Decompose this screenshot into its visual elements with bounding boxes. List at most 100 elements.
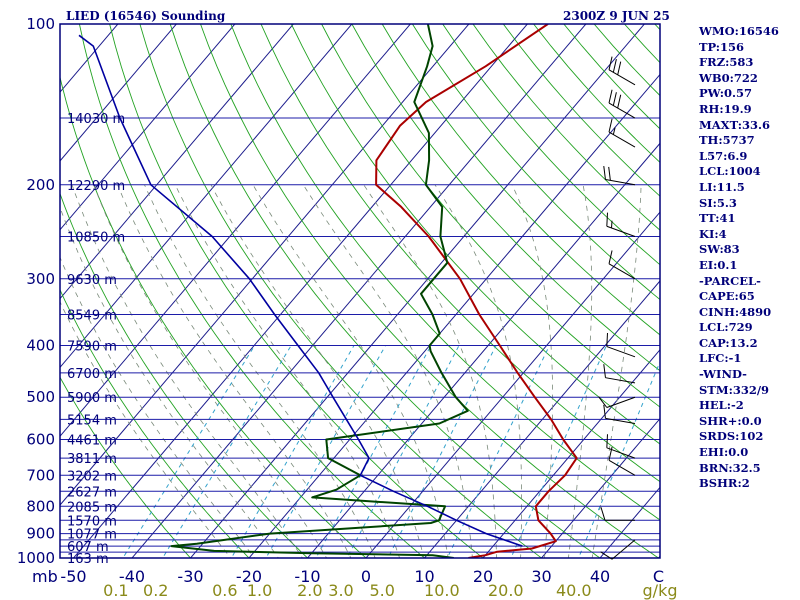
height-label: 163 m (67, 552, 109, 567)
index-item: SHR+:0.0 (699, 413, 762, 428)
isotherm-line (72, 24, 529, 558)
valid-time: 2300Z 9 JUN 25 (563, 9, 670, 23)
isotherm-line (60, 24, 236, 231)
wind-barb (608, 56, 636, 86)
moist-adiabat-line (144, 184, 376, 558)
wind-barb (603, 364, 636, 384)
wind-barb (608, 250, 636, 280)
temperature-tick-label: -40 (119, 567, 145, 586)
index-item: TH:5737 (699, 133, 755, 148)
moist-adiabat-line (210, 184, 425, 558)
dry-adiabat-line (230, 24, 660, 521)
pressure-tick-label: 500 (26, 388, 55, 406)
pressure-tick-label: 800 (26, 497, 55, 515)
isotherm-line (60, 24, 412, 438)
mixing-ratio-line (315, 345, 432, 558)
pressure-tick-label: 1000 (17, 549, 55, 567)
parcel-profile (78, 34, 523, 547)
isotherm-line (482, 348, 660, 558)
wind-barb (608, 446, 636, 476)
isotherm-line (540, 417, 660, 558)
height-label: 3811 m (67, 452, 117, 467)
height-label: 3202 m (67, 469, 117, 484)
index-item: KI:4 (699, 226, 727, 241)
mixing-ratio-tick-label: 3.0 (328, 581, 353, 600)
wind-barb (608, 118, 636, 148)
mixing-ratio-tick-label: 10.0 (424, 581, 460, 600)
index-item: WMO:16546 (699, 24, 779, 38)
mixing-ratio-tick-label: 2.0 (297, 581, 322, 600)
wind-barb (603, 404, 636, 425)
height-label: 4461 m (67, 434, 117, 449)
dry-adiabat-line (60, 376, 192, 558)
plot-frame (59, 23, 661, 559)
index-item: -PARCEL- (699, 273, 761, 288)
index-item: BSHR:2 (699, 476, 750, 491)
moist-adiabat-line (60, 300, 232, 558)
moist-adiabat-line (434, 184, 522, 558)
height-label: 8549 m (67, 309, 117, 324)
temperature-tick-label: -10 (294, 567, 320, 586)
index-item: BRN:32.5 (699, 460, 761, 475)
y-axis-label: mb (32, 567, 58, 586)
wind-barb (606, 212, 636, 237)
index-item: CAP:13.2 (699, 335, 758, 350)
mixing-ratio-tick-label: 0.6 (212, 581, 237, 600)
index-item: MAXT:33.6 (699, 117, 770, 132)
height-label: 1570 m (67, 514, 117, 529)
index-item: -WIND- (699, 367, 747, 382)
wind-barb (608, 89, 636, 119)
moist-adiabat-line (117, 184, 352, 558)
temperature-tick-label: 30 (531, 567, 551, 586)
height-label: 2085 m (67, 500, 117, 515)
plot-area (60, 24, 660, 558)
index-item: LCL:1004 (699, 164, 761, 179)
mixing-ratio-tick-label: 0.2 (143, 581, 168, 600)
wind-barb (598, 396, 636, 408)
mixing-ratio-line (510, 345, 607, 558)
temperature-tick-label: -30 (177, 567, 203, 586)
mixing-ratio-line (446, 345, 550, 558)
moist-adiabat-line (71, 184, 303, 558)
height-label: 10850 m (67, 230, 125, 245)
wind-barb (606, 332, 636, 358)
pressure-tick-label: 900 (26, 525, 55, 543)
height-label: 14030 m (67, 112, 125, 127)
isotherm-line (60, 24, 353, 369)
height-label: 12290 m (67, 179, 125, 194)
moist-adiabat-line (363, 184, 497, 558)
temperature-tick-label: 20 (473, 567, 493, 586)
wind-barb (600, 539, 636, 560)
moist-adiabat-line (567, 184, 593, 558)
temperature-tick-label: 0 (361, 567, 371, 586)
wind-barb (603, 165, 636, 186)
moist-adiabat-line (302, 184, 473, 558)
indices-list: WMO:16546 TP:156 FRZ:583 WB0:722 PW:0.57 RH:1… (699, 24, 779, 492)
index-item: WB0:722 (699, 70, 758, 85)
index-item: FRZ:583 (699, 55, 754, 70)
temperature-tick-label: 10 (414, 567, 434, 586)
height-label: 5154 m (67, 413, 117, 428)
index-item: LI:11.5 (699, 179, 745, 194)
mixing-ratio-tick-label: 5.0 (369, 581, 394, 600)
mixing-ratio-line (387, 345, 497, 558)
dry-adiabat-line (169, 24, 601, 558)
mixing-ratio-line (162, 345, 292, 558)
mixing-ratio-line (346, 345, 460, 558)
height-label: 6700 m (67, 367, 117, 382)
mixing-ratio-unit: g/kg (643, 581, 678, 600)
dry-adiabat-line (109, 24, 484, 558)
mixing-ratio-line (577, 360, 660, 558)
mixing-ratio-tick-label: 20.0 (488, 581, 524, 600)
index-item: SRDS:102 (699, 429, 764, 444)
pressure-tick-label: 700 (26, 466, 55, 484)
isotherm-line (423, 280, 660, 558)
wind-barb (606, 434, 636, 459)
mixing-ratio-line (230, 345, 355, 558)
pressure-tick-label: 200 (26, 176, 55, 194)
isotherm-line (189, 24, 646, 558)
moist-adiabat-line (591, 184, 642, 558)
index-item: EHI:0.0 (699, 445, 749, 460)
moist-adiabat-line (60, 256, 255, 558)
index-item: CINH:4890 (699, 304, 772, 319)
